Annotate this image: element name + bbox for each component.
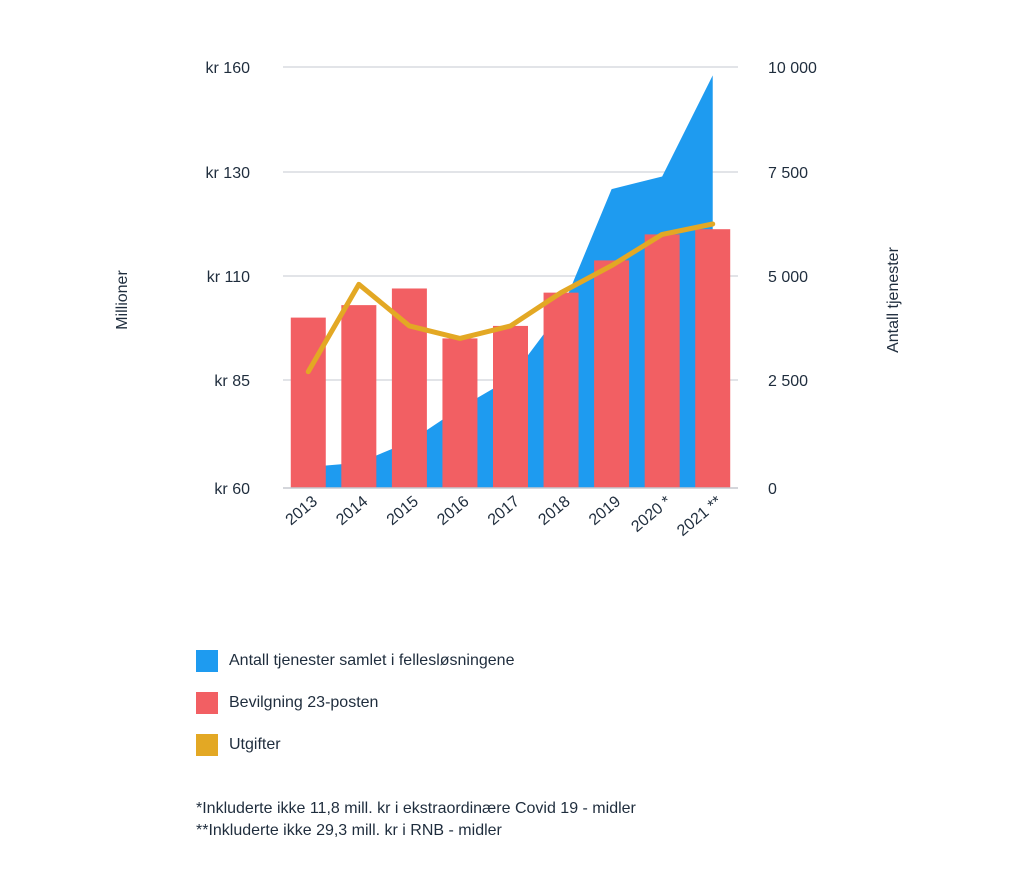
y-left-tick-label: kr 110 (207, 269, 250, 286)
bar-series (290, 229, 731, 488)
bar (644, 234, 680, 488)
x-tick-label: 2019 (586, 493, 624, 529)
legend-swatch-line (196, 734, 218, 756)
x-tick-label: 2018 (535, 493, 573, 529)
legend-item-area: Antall tjenester samlet i fellesløsninge… (196, 640, 514, 682)
bar (695, 229, 731, 488)
y-left-tick-label: kr 160 (206, 60, 251, 77)
legend: Antall tjenester samlet i fellesløsninge… (196, 640, 514, 766)
bar (391, 288, 427, 488)
y-right-tick-label: 0 (768, 481, 777, 498)
y-right-tick-label: 5 000 (768, 269, 808, 286)
bar (290, 317, 326, 488)
y-axis-right: 0 2 500 5 000 7 500 10 000 (768, 60, 817, 498)
legend-swatch-bar (196, 692, 218, 714)
bar (594, 260, 630, 488)
bar (493, 325, 528, 488)
y-axis-left: kr 60 kr 85 kr 110 kr 130 kr 160 (206, 60, 251, 498)
x-tick-label: 2016 (434, 493, 472, 529)
x-tick-label: 2015 (384, 493, 422, 529)
x-tick-label: 2021 ** (674, 493, 725, 540)
y-right-tick-label: 2 500 (768, 373, 808, 390)
y-axis-left-title: Millioner (114, 270, 131, 330)
legend-label-line: Utgifter (229, 736, 281, 753)
bar (543, 292, 579, 488)
legend-item-bar: Bevilgning 23-posten (196, 682, 514, 724)
x-axis: 2013 2014 2015 2016 2017 2018 2019 2020 * 2021 *… (283, 493, 726, 540)
y-left-tick-label: kr 85 (214, 373, 250, 390)
y-right-tick-label: 10 000 (768, 60, 817, 77)
legend-item-line: Utgifter (196, 724, 514, 766)
y-axis-right-title: Antall tjenester (885, 246, 902, 353)
line-series (305, 221, 716, 375)
x-tick-label: 2020 * (628, 493, 674, 536)
x-tick-label: 2013 (283, 493, 321, 529)
x-tick-label: 2014 (333, 493, 371, 529)
footnote-2: **Inkluderte ikke 29,3 mill. kr i RNB - … (196, 822, 502, 839)
legend-swatch-area (196, 650, 218, 672)
bar (442, 338, 478, 488)
legend-label-area: Antall tjenester samlet i fellesløsninge… (229, 652, 515, 669)
combo-chart: kr 60 kr 85 kr 110 kr 130 kr 160 0 2 500 5 000… (114, 60, 902, 540)
y-left-tick-label: kr 60 (214, 481, 250, 498)
x-tick-label: 2017 (485, 493, 523, 529)
legend-label-bar: Bevilgning 23-posten (229, 694, 379, 711)
line-utgifter (305, 221, 716, 375)
bar (341, 305, 377, 488)
y-left-tick-label: kr 130 (206, 165, 251, 182)
y-right-tick-label: 7 500 (768, 165, 808, 182)
footnote-1: *Inkluderte ikke 11,8 mill. kr i ekstrao… (196, 800, 636, 817)
footnotes: *Inkluderte ikke 11,8 mill. kr i ekstrao… (196, 798, 636, 842)
